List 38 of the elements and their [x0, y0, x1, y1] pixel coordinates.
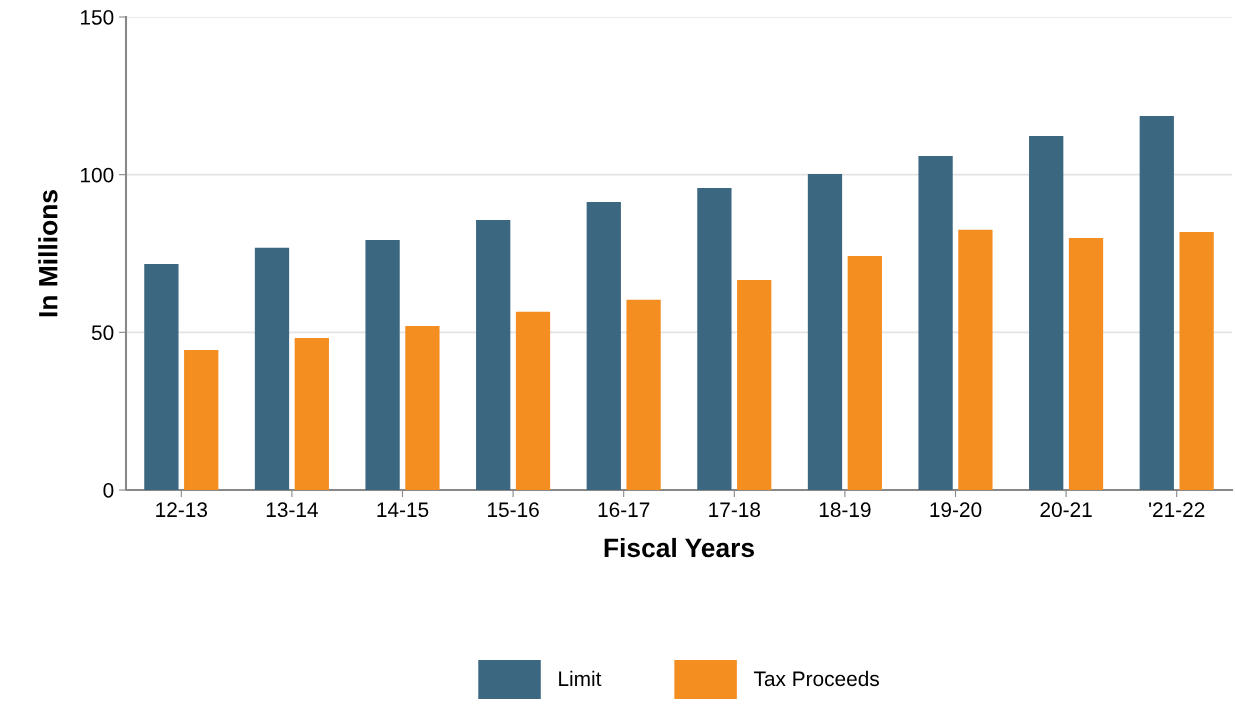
- x-tick-label: 20-21: [1040, 502, 1092, 518]
- bar: [737, 279, 772, 490]
- bar: [1068, 238, 1104, 490]
- x-tick-label: 12-13: [156, 502, 208, 518]
- y-tick-label: 150: [81, 10, 114, 25]
- bar: [807, 174, 843, 490]
- bar: [144, 263, 179, 490]
- x-tick-label: 15-16: [488, 502, 539, 518]
- legend-label: Limit: [559, 670, 602, 687]
- y-tick-label: 50: [91, 325, 114, 341]
- bar: [1179, 232, 1214, 490]
- bar: [697, 187, 732, 490]
- bar: [294, 338, 329, 490]
- x-tick-label: 14-15: [377, 502, 429, 518]
- bar: [365, 239, 400, 490]
- bar: [918, 156, 953, 490]
- x-tick-label: 17-18: [709, 502, 761, 518]
- bar: [1029, 135, 1064, 490]
- x-tick-label: 19-20: [930, 502, 982, 518]
- x-tick-label: 13-14: [266, 502, 318, 518]
- bar: [626, 299, 661, 490]
- x-tick-label: '21-22: [1149, 502, 1205, 517]
- bar: [476, 220, 511, 490]
- bar: [254, 247, 290, 490]
- bar: [1139, 116, 1174, 490]
- x-tick-label: 16-17: [598, 502, 650, 518]
- legend-label: Tax Proceeds: [753, 670, 879, 687]
- x-tick-label: 18-19: [819, 502, 871, 518]
- bar: [958, 229, 993, 490]
- bar: [405, 326, 440, 490]
- bar: [847, 256, 882, 490]
- y-axis-title: In Millions: [38, 190, 58, 317]
- x-axis-title: Fiscal Years: [604, 537, 754, 558]
- bar: [515, 311, 551, 490]
- y-tick-label: 100: [81, 167, 114, 183]
- bar: [586, 202, 621, 490]
- y-tick-label: 0: [103, 483, 114, 498]
- bar: [184, 349, 219, 490]
